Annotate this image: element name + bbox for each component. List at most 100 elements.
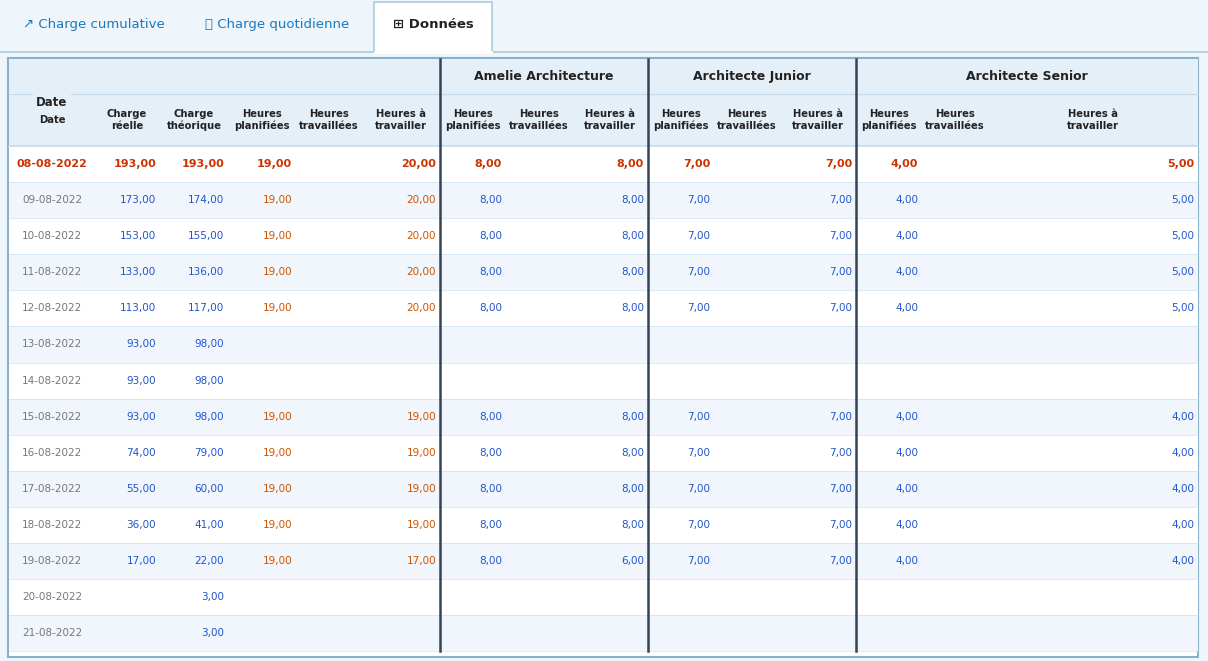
Bar — [8, 615, 1198, 651]
Text: Architecte Junior: Architecte Junior — [693, 70, 811, 83]
Text: 20,00: 20,00 — [407, 195, 436, 206]
Text: 19,00: 19,00 — [262, 303, 292, 313]
Text: ↗ Charge cumulative: ↗ Charge cumulative — [23, 18, 164, 30]
Text: 60,00: 60,00 — [194, 484, 223, 494]
Text: 8,00: 8,00 — [480, 520, 503, 529]
Text: 20,00: 20,00 — [407, 231, 436, 241]
Text: 8,00: 8,00 — [621, 484, 644, 494]
Text: 19,00: 19,00 — [406, 520, 436, 529]
Text: 98,00: 98,00 — [194, 375, 223, 385]
Text: 7,00: 7,00 — [687, 412, 710, 422]
Text: 7,00: 7,00 — [829, 556, 852, 566]
Text: 22,00: 22,00 — [194, 556, 223, 566]
Text: 8,00: 8,00 — [621, 412, 644, 422]
Text: 136,00: 136,00 — [187, 268, 223, 278]
Text: Heures à
travailler: Heures à travailler — [583, 109, 635, 131]
Text: 93,00: 93,00 — [127, 412, 156, 422]
Text: 7,00: 7,00 — [829, 447, 852, 457]
Text: Heures
planifiées: Heures planifiées — [654, 109, 709, 131]
FancyBboxPatch shape — [374, 2, 492, 52]
Text: 8,00: 8,00 — [480, 412, 503, 422]
Text: 7,00: 7,00 — [687, 520, 710, 529]
Text: 4,00: 4,00 — [895, 447, 918, 457]
Text: 08-08-2022: 08-08-2022 — [17, 159, 87, 169]
Text: ⊞ Données: ⊞ Données — [393, 18, 474, 30]
Text: 7,00: 7,00 — [829, 195, 852, 206]
Text: Heures à
travailler: Heures à travailler — [1067, 109, 1119, 131]
Text: 7,00: 7,00 — [687, 556, 710, 566]
Text: Heures
travaillées: Heures travaillées — [300, 109, 359, 131]
Bar — [8, 59, 1198, 146]
Text: 19,00: 19,00 — [262, 520, 292, 529]
Text: 133,00: 133,00 — [120, 268, 156, 278]
Text: 36,00: 36,00 — [127, 520, 156, 529]
Text: 20,00: 20,00 — [407, 268, 436, 278]
Text: 173,00: 173,00 — [120, 195, 156, 206]
Text: 09-08-2022: 09-08-2022 — [22, 195, 82, 206]
Text: 7,00: 7,00 — [829, 268, 852, 278]
Text: 19,00: 19,00 — [406, 447, 436, 457]
Text: 19,00: 19,00 — [257, 159, 292, 169]
Text: 19-08-2022: 19-08-2022 — [22, 556, 82, 566]
Text: 19,00: 19,00 — [262, 231, 292, 241]
Text: Date: Date — [36, 97, 68, 109]
Text: 174,00: 174,00 — [187, 195, 223, 206]
Text: 193,00: 193,00 — [114, 159, 156, 169]
Text: 13-08-2022: 13-08-2022 — [22, 340, 82, 350]
Text: 98,00: 98,00 — [194, 340, 223, 350]
Bar — [8, 182, 1198, 218]
Text: 4,00: 4,00 — [890, 159, 918, 169]
Bar — [8, 471, 1198, 507]
Text: Heures
planifiées: Heures planifiées — [234, 109, 290, 131]
Text: Heures
planifiées: Heures planifiées — [861, 109, 917, 131]
Text: 19,00: 19,00 — [406, 484, 436, 494]
Bar — [8, 434, 1198, 471]
Text: 74,00: 74,00 — [127, 447, 156, 457]
Text: 4,00: 4,00 — [895, 231, 918, 241]
Text: 153,00: 153,00 — [120, 231, 156, 241]
Text: 20,00: 20,00 — [407, 303, 436, 313]
Text: 4,00: 4,00 — [1171, 484, 1194, 494]
Text: 8,00: 8,00 — [621, 520, 644, 529]
Bar — [8, 543, 1198, 579]
Text: 79,00: 79,00 — [194, 447, 223, 457]
Text: 10-08-2022: 10-08-2022 — [22, 231, 82, 241]
Text: ⬛ Charge quotidienne: ⬛ Charge quotidienne — [205, 18, 349, 30]
Text: 4,00: 4,00 — [895, 195, 918, 206]
Text: 7,00: 7,00 — [683, 159, 710, 169]
Text: Date: Date — [39, 115, 65, 125]
Text: 20-08-2022: 20-08-2022 — [22, 592, 82, 602]
Bar — [8, 362, 1198, 399]
Text: 8,00: 8,00 — [480, 556, 503, 566]
Text: 8,00: 8,00 — [480, 195, 503, 206]
Text: 8,00: 8,00 — [621, 447, 644, 457]
Text: Heures à
travailler: Heures à travailler — [374, 109, 426, 131]
Bar — [8, 399, 1198, 434]
Text: 17-08-2022: 17-08-2022 — [22, 484, 82, 494]
Text: 11-08-2022: 11-08-2022 — [22, 268, 82, 278]
Text: 17,00: 17,00 — [127, 556, 156, 566]
Text: 4,00: 4,00 — [1171, 520, 1194, 529]
Text: 7,00: 7,00 — [687, 303, 710, 313]
Text: 4,00: 4,00 — [1171, 412, 1194, 422]
Text: 7,00: 7,00 — [829, 484, 852, 494]
Text: 4,00: 4,00 — [1171, 556, 1194, 566]
Bar — [8, 579, 1198, 615]
Text: 4,00: 4,00 — [1171, 447, 1194, 457]
Text: 8,00: 8,00 — [480, 447, 503, 457]
Text: 55,00: 55,00 — [127, 484, 156, 494]
Text: 4,00: 4,00 — [895, 556, 918, 566]
Text: 19,00: 19,00 — [406, 412, 436, 422]
Text: 8,00: 8,00 — [621, 268, 644, 278]
Text: 93,00: 93,00 — [127, 375, 156, 385]
Text: 16-08-2022: 16-08-2022 — [22, 447, 82, 457]
Text: 4,00: 4,00 — [895, 268, 918, 278]
Text: 155,00: 155,00 — [187, 231, 223, 241]
Bar — [8, 290, 1198, 327]
Text: 113,00: 113,00 — [120, 303, 156, 313]
Text: 4,00: 4,00 — [895, 484, 918, 494]
Text: Amelie Architecture: Amelie Architecture — [475, 70, 614, 83]
Text: 7,00: 7,00 — [687, 195, 710, 206]
Text: 117,00: 117,00 — [187, 303, 223, 313]
Text: 7,00: 7,00 — [687, 268, 710, 278]
